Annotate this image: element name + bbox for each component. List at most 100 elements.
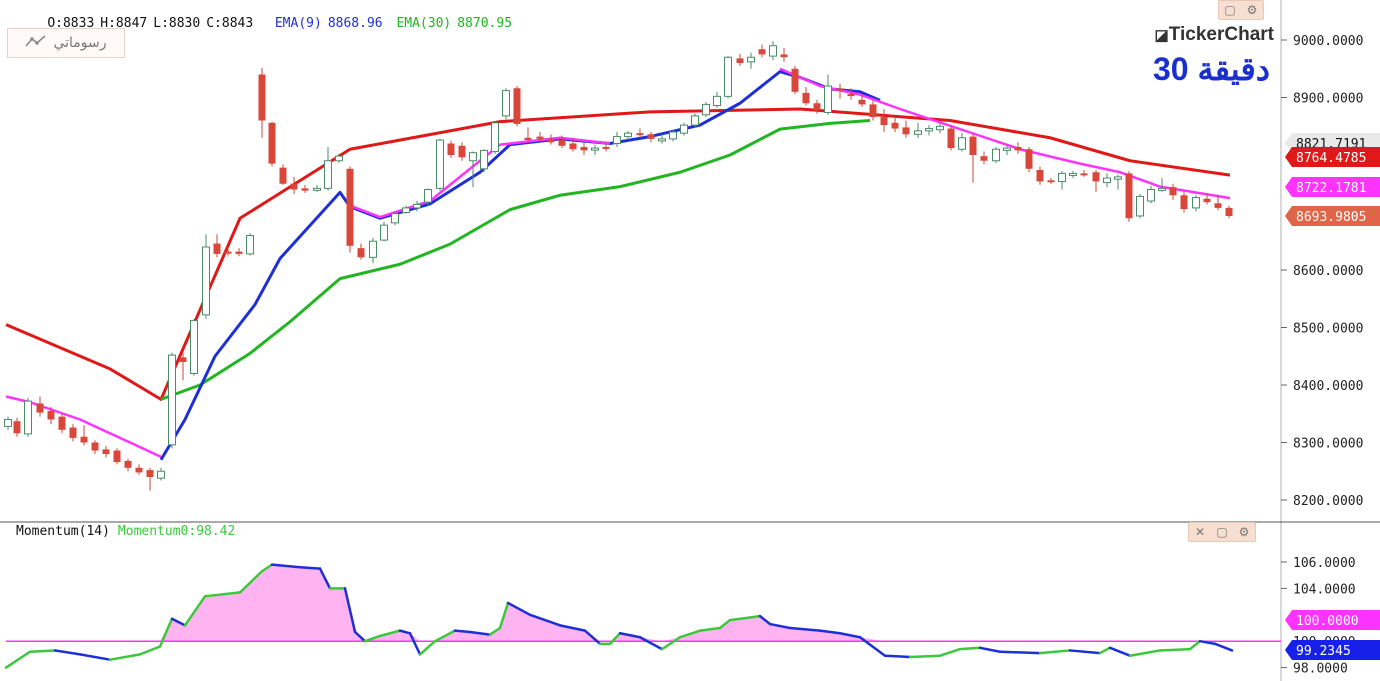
candle-body [1203, 198, 1211, 203]
candle-body [335, 155, 343, 162]
momentum-line-segment [1188, 639, 1202, 651]
momentum-line-segment [998, 650, 1042, 655]
candle-body [235, 251, 243, 254]
window-icon[interactable]: ▢ [1224, 3, 1236, 17]
momentum-line-segment [818, 629, 842, 635]
candle-body [724, 56, 732, 97]
candle [702, 102, 710, 118]
candle-body [914, 130, 922, 135]
candle [1158, 178, 1166, 192]
candle-body [258, 74, 266, 121]
close-icon[interactable]: ✕ [1194, 525, 1206, 539]
candle [1214, 195, 1222, 211]
badge-shape [1285, 206, 1380, 226]
candle [669, 129, 677, 142]
candle-body [190, 320, 198, 375]
candle [113, 448, 121, 465]
candle [502, 88, 510, 120]
candle [1114, 174, 1122, 190]
candle-body [813, 103, 821, 111]
candle [936, 122, 944, 134]
badge-text: 100.0000 [1296, 614, 1359, 629]
candle [524, 127, 532, 143]
candle-body [591, 147, 599, 151]
momentum-line-segment [1213, 642, 1234, 652]
candle-body [880, 117, 888, 126]
candle-body [658, 138, 666, 142]
candle-body [391, 213, 399, 224]
candle-body [413, 203, 421, 209]
momentum-badge: 100.0000 [1285, 610, 1380, 630]
candle-body [691, 115, 699, 126]
candle [91, 440, 99, 454]
candle [202, 234, 210, 319]
momentum-line-segment [1068, 649, 1102, 655]
candle-body [346, 168, 354, 246]
candle-body [1192, 197, 1200, 209]
window-icon[interactable]: ▢ [1216, 525, 1228, 539]
momentum-line-segment [758, 614, 772, 626]
candle-body [1092, 172, 1100, 182]
candle [179, 353, 187, 381]
momentum-line-segment [528, 613, 562, 627]
momentum-line-segment [618, 632, 642, 639]
candle [824, 74, 832, 115]
momentum-line-segment [678, 629, 702, 639]
candle [413, 201, 421, 212]
drawings-button[interactable]: رسوماتي [7, 28, 125, 58]
momentum-line-segment [260, 563, 274, 573]
price-badge: 8722.1781 [1285, 177, 1380, 197]
candle [391, 211, 399, 226]
candle-body [268, 122, 276, 164]
momentum-tick-label: 106.0000 [1293, 556, 1356, 571]
momentum-line-segment [158, 617, 174, 648]
ema30-value: 8870.95 [457, 16, 513, 31]
momentum-line-segment [453, 629, 472, 634]
price-tick-label: 8300.0000 [1293, 437, 1363, 452]
momentum-line-segment [4, 650, 32, 669]
momentum-line-segment [298, 566, 322, 570]
candle-body [925, 128, 933, 132]
candle [791, 65, 799, 95]
momentum-line-segment [138, 645, 162, 656]
candle [168, 352, 176, 449]
candle-body [113, 450, 121, 463]
candle-body [1180, 195, 1188, 210]
momentum-line-segment [270, 563, 302, 569]
ema30-label: EMA(30) [396, 16, 452, 31]
candle [190, 318, 198, 376]
gear-icon[interactable]: ⚙ [1238, 525, 1250, 539]
candle [836, 83, 844, 99]
candle [780, 48, 788, 62]
candle [513, 86, 521, 127]
candle-body [313, 187, 321, 191]
candle-body [524, 137, 532, 141]
candle [357, 243, 365, 260]
candle-body [135, 467, 143, 473]
momentum-fill-area [6, 564, 1232, 642]
candle-body [558, 140, 566, 146]
candle-body [491, 122, 499, 153]
candle [402, 205, 410, 214]
candle-body [4, 419, 12, 427]
momentum-line-segment [978, 646, 1002, 654]
momentum-line-segment [398, 629, 412, 635]
candle [346, 166, 354, 253]
candle-body [713, 95, 721, 107]
candle-body [602, 146, 610, 149]
candle [624, 130, 632, 141]
ema9-label: EMA(9) [274, 16, 322, 31]
momentum-line-segment [170, 617, 187, 627]
momentum-line-segment [638, 635, 664, 651]
candle-body [1058, 172, 1066, 182]
candle-body [80, 436, 88, 443]
candle-body [69, 427, 77, 438]
candle [36, 396, 44, 417]
candle-body [769, 45, 777, 57]
candle [80, 425, 88, 446]
candle-body [1047, 180, 1055, 183]
gear-icon[interactable]: ⚙ [1246, 3, 1258, 17]
momentum-line-segment [498, 601, 510, 630]
momentum-line-segment [583, 629, 602, 646]
